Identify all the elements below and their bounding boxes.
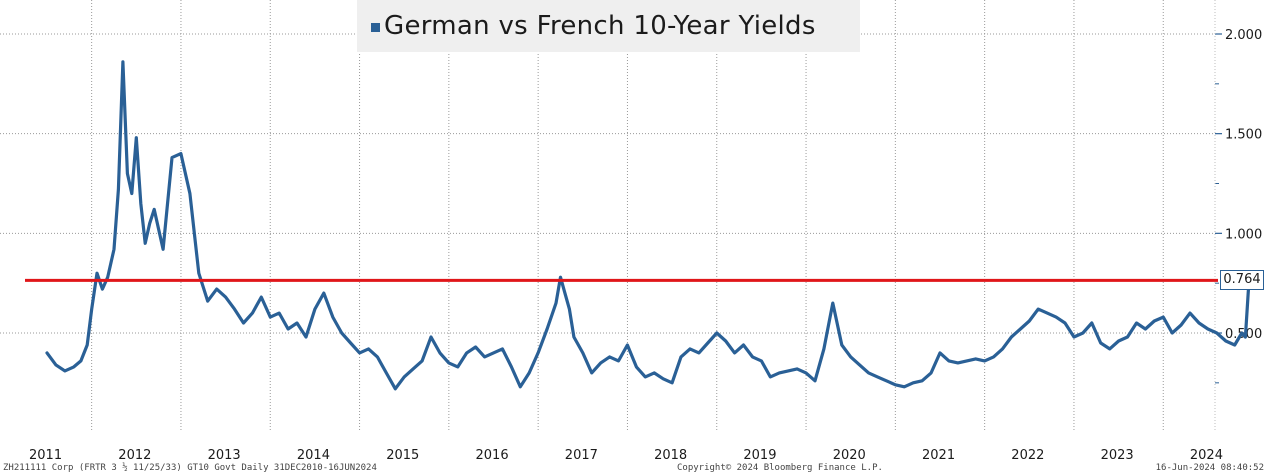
x-tick-label: 2023 (1101, 448, 1134, 463)
legend-swatch (371, 22, 380, 32)
x-tick-label: 2015 (386, 448, 419, 463)
series-layer (45, 60, 1251, 391)
x-axis-ticks: 2011 2012 2013 2014 2015 2016 2017 2018 2019 2020… (29, 448, 1223, 463)
y-tick-label: 1.500 (1225, 128, 1262, 143)
x-tick-label: 2017 (565, 448, 598, 463)
reference-value-label: 0.764 (1220, 270, 1264, 290)
grid-lines (0, 0, 1215, 432)
footer-security-info: ZH211111 Corp (FRTR 3 ½ 11/25/33) GT10 G… (3, 463, 377, 473)
x-tick-label: 2012 (118, 448, 151, 463)
footer-timestamp: 16-Jun-2024 08:40:52 (1155, 463, 1264, 473)
x-tick-label: 2024 (1190, 448, 1223, 463)
x-tick-label: 2016 (476, 448, 509, 463)
y-tick-label: 1.000 (1225, 227, 1262, 242)
x-tick-label: 2020 (833, 448, 866, 463)
series-line (45, 60, 1251, 391)
chart-title-box: German vs French 10-Year Yields (357, 0, 860, 52)
y-tick-label: 2.000 (1225, 28, 1262, 43)
x-tick-label: 2013 (208, 448, 241, 463)
x-tick-label: 2018 (654, 448, 687, 463)
x-tick-label: 2011 (29, 448, 62, 463)
footer-copyright: Copyright© 2024 Bloomberg Finance L.P. (677, 463, 883, 473)
x-tick-label: 2014 (297, 448, 330, 463)
x-tick-label: 2021 (922, 448, 955, 463)
x-tick-label: 2022 (1011, 448, 1044, 463)
chart-title: German vs French 10-Year Yields (384, 11, 816, 41)
x-tick-label: 2019 (743, 448, 776, 463)
